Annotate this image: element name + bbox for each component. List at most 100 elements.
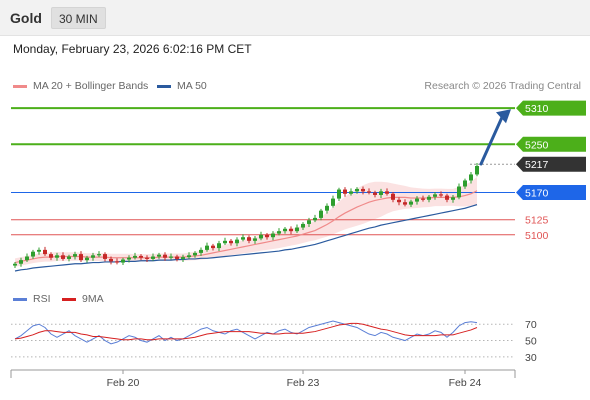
candle-body: [97, 254, 101, 256]
candle-body: [181, 257, 185, 259]
candle-body: [403, 202, 407, 205]
candle-body: [259, 234, 263, 239]
candle-body: [169, 256, 173, 258]
candle-body: [211, 245, 215, 249]
level-label-5125: 5125: [525, 215, 549, 227]
candle-body: [325, 205, 329, 211]
candle-body: [19, 260, 23, 264]
forecast-arrow-head: [496, 109, 511, 124]
candle-body: [463, 180, 467, 187]
candle-body: [247, 237, 251, 241]
candle-body: [397, 199, 401, 203]
candle-body: [61, 255, 65, 259]
rsi-tick-label: 30: [525, 352, 537, 364]
candle-body: [367, 191, 371, 193]
legend-label-rsi-ma9: 9MA: [82, 293, 104, 305]
candle-body: [265, 234, 269, 238]
level-label-5170: 5170: [525, 188, 549, 200]
candle-body: [91, 255, 95, 258]
rsi-tick-label: 70: [525, 319, 537, 331]
legend-swatch-rsi: [13, 297, 27, 301]
candle-body: [385, 191, 389, 194]
level-label-5217: 5217: [525, 159, 549, 171]
candle-body: [331, 198, 335, 206]
candle-body: [469, 174, 473, 181]
level-lines: [11, 107, 515, 236]
level-label-5310: 5310: [525, 103, 549, 115]
candle-body: [361, 188, 365, 192]
candle-body: [163, 254, 167, 258]
candle-body: [445, 195, 449, 200]
candle-body: [37, 249, 41, 252]
rsi-ma9-line: [14, 322, 478, 341]
candle-body: [205, 245, 209, 250]
candle-body: [301, 223, 305, 228]
candle-body: [271, 233, 275, 238]
rsi-panel: 30 50 70: [11, 319, 537, 364]
candle-body: [235, 239, 239, 244]
legend-label-ma20: MA 20 + Bollinger Bands: [33, 80, 149, 92]
candle-body: [337, 189, 341, 199]
bollinger-band-fill: [15, 176, 477, 267]
candle-body: [223, 240, 227, 244]
candle-body: [283, 228, 287, 232]
time-axis-label: Feb 23: [287, 377, 320, 389]
legend-label-rsi: RSI: [33, 293, 51, 305]
legend-ma50: MA 50: [157, 80, 207, 92]
candle-body: [25, 256, 29, 261]
candle-body: [355, 188, 359, 192]
time-axis-label: Feb 24: [449, 377, 482, 389]
candle-body: [127, 257, 131, 260]
candle-body: [121, 259, 125, 263]
candle-body: [289, 228, 293, 232]
candle-body: [313, 217, 317, 221]
level-label-5250: 5250: [525, 139, 549, 151]
candle-body: [349, 191, 353, 194]
forecast-arrow: [479, 109, 511, 166]
legend-swatch-ma20: [13, 84, 27, 88]
level-tag-5250: [516, 136, 586, 152]
level-tag-5310: [516, 100, 586, 116]
time-axis: Feb 20 Feb 23 Feb 24: [10, 369, 516, 389]
legend-swatch-rsi-ma9: [62, 297, 76, 301]
research-credit: Research © 2026 Trading Central: [424, 80, 581, 92]
candle-body: [439, 194, 443, 196]
candle-body: [295, 227, 299, 232]
ma50-line: [14, 204, 478, 272]
level-labels: 5310 5250 5217 5170 5125 5100: [516, 100, 586, 242]
candle-body: [217, 243, 221, 249]
candle-body: [55, 255, 59, 258]
candle-body: [373, 192, 377, 195]
candle-body: [157, 254, 161, 257]
candle-body: [199, 249, 203, 253]
candle-body: [31, 251, 35, 257]
candle-body: [193, 252, 197, 256]
candle-body: [115, 261, 119, 263]
candle-body: [343, 189, 347, 194]
time-axis-label: Feb 20: [107, 377, 140, 389]
candle-body: [415, 198, 419, 202]
candle-body: [187, 255, 191, 258]
level-tag-5217: [516, 156, 586, 172]
candle-body: [391, 193, 395, 200]
level-label-5100: 5100: [525, 230, 549, 242]
legend-ma20-bollinger: MA 20 + Bollinger Bands: [13, 80, 148, 92]
candle-body: [451, 197, 455, 200]
candle-body: [433, 194, 437, 197]
candle-body: [13, 263, 17, 266]
candle-body: [241, 237, 245, 240]
rsi-tick-label: 50: [525, 336, 537, 348]
timeframe-button[interactable]: 30 MIN: [51, 7, 106, 29]
candle-body: [277, 231, 281, 234]
candle-body: [475, 166, 479, 175]
candle-body: [307, 220, 311, 224]
candle-body: [175, 256, 179, 259]
candlestick-series: [13, 162, 479, 268]
candle-body: [103, 254, 107, 259]
candle-body: [49, 254, 53, 258]
candle-body: [379, 191, 383, 195]
level-tag-5170: [516, 185, 586, 201]
candle-body: [319, 210, 323, 218]
candle-body: [109, 258, 113, 262]
